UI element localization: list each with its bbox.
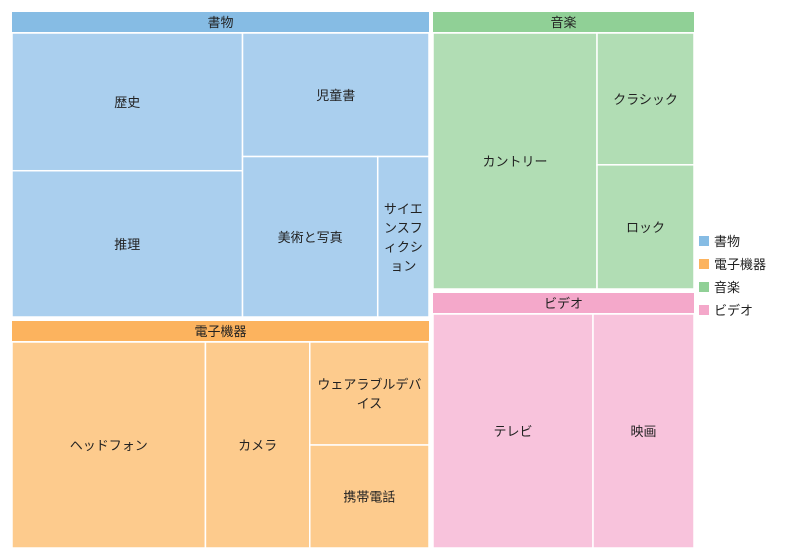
- group-header-label-3: ビデオ: [544, 296, 583, 312]
- group-header-3[interactable]: [433, 293, 694, 313]
- treemap-cell-label-2-2-line1: イス: [357, 397, 383, 412]
- treemap-cell-label-0-4-line1: ンスフ: [384, 221, 423, 236]
- group-header-label-0: 書物: [207, 16, 233, 31]
- legend-label-1: 電子機器: [714, 258, 767, 273]
- legend-label-2: 音楽: [714, 281, 741, 296]
- treemap-cell-0-1[interactable]: [11, 169, 244, 318]
- treemap-cell-3-0[interactable]: [432, 313, 594, 549]
- legend-swatch-1: [699, 258, 709, 269]
- group-header-label-1: 音楽: [550, 15, 576, 31]
- treemap-cell-2-1[interactable]: [204, 341, 311, 549]
- treemap-cell-label-2-3: 携帯電話: [343, 490, 395, 506]
- legend-swatch-3: [699, 304, 709, 315]
- treemap-cell-0-2[interactable]: [241, 32, 430, 158]
- legend-label-0: 書物: [714, 235, 741, 250]
- legend-item-0[interactable]: 書物: [699, 229, 766, 252]
- treemap-cell-0-3[interactable]: [241, 155, 379, 318]
- legend-item-1[interactable]: 電子機器: [699, 252, 766, 275]
- treemap-cell-2-2[interactable]: [309, 341, 430, 446]
- treemap-cell-label-0-2: 児童書: [316, 88, 355, 104]
- treemap-cell-label-2-0: ヘッドフォン: [70, 439, 148, 454]
- treemap-cell-1-1[interactable]: [596, 32, 695, 166]
- group-header-label-2: 電子機器: [194, 325, 246, 340]
- treemap-cell-label-2-1: カメラ: [238, 439, 277, 454]
- treemap-cell-1-2[interactable]: [596, 164, 695, 290]
- treemap-cell-label-0-3: 美術と写真: [278, 231, 343, 246]
- legend-item-2[interactable]: 音楽: [699, 275, 766, 298]
- treemap-cell-0-4[interactable]: [376, 155, 430, 318]
- group-header-2[interactable]: [12, 321, 429, 341]
- treemap-cell-label-0-1: 推理: [114, 238, 140, 253]
- legend: 書物電子機器音楽ビデオ: [699, 229, 766, 321]
- legend-label-3: ビデオ: [714, 304, 754, 319]
- treemap-cell-label-3-0: テレビ: [493, 425, 532, 440]
- treemap-cell-label-1-1: クラシック: [613, 93, 678, 108]
- treemap-cell-2-3[interactable]: [309, 444, 430, 549]
- treemap-cell-label-1-2: ロック: [626, 221, 665, 236]
- treemap-cell-1-0[interactable]: [432, 32, 598, 290]
- treemap-cell-label-2-2-line0: ウェアラブルデバ: [317, 377, 421, 393]
- treemap-cell-label-0-4-line3: ョン: [390, 259, 416, 274]
- treemap-cell-label-0-4-line0: サイエ: [384, 202, 423, 217]
- legend-item-3[interactable]: ビデオ: [699, 298, 766, 321]
- treemap-cell-3-1[interactable]: [592, 313, 695, 549]
- treemap-cell-label-3-1: 映画: [630, 425, 656, 440]
- legend-swatch-0: [699, 235, 709, 246]
- legend-swatch-2: [699, 281, 709, 292]
- treemap-cell-label-0-4-line2: ィクシ: [384, 240, 423, 255]
- group-header-0[interactable]: [12, 12, 429, 32]
- treemap-cell-label-0-0: 歴史: [114, 96, 140, 111]
- group-header-1[interactable]: [433, 12, 694, 32]
- treemap-cell-label-1-0: カントリー: [482, 155, 547, 170]
